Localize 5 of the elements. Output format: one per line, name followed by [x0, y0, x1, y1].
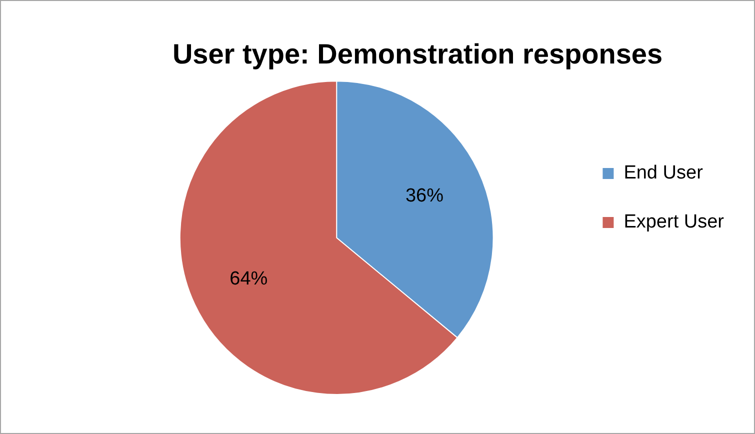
data-label: 64%: [230, 268, 268, 290]
data-label: 36%: [405, 186, 444, 207]
legend-label: End User: [624, 162, 704, 184]
legend-label: Expert User: [624, 212, 725, 233]
chart-title: User type: Demonstration responses: [172, 38, 663, 70]
